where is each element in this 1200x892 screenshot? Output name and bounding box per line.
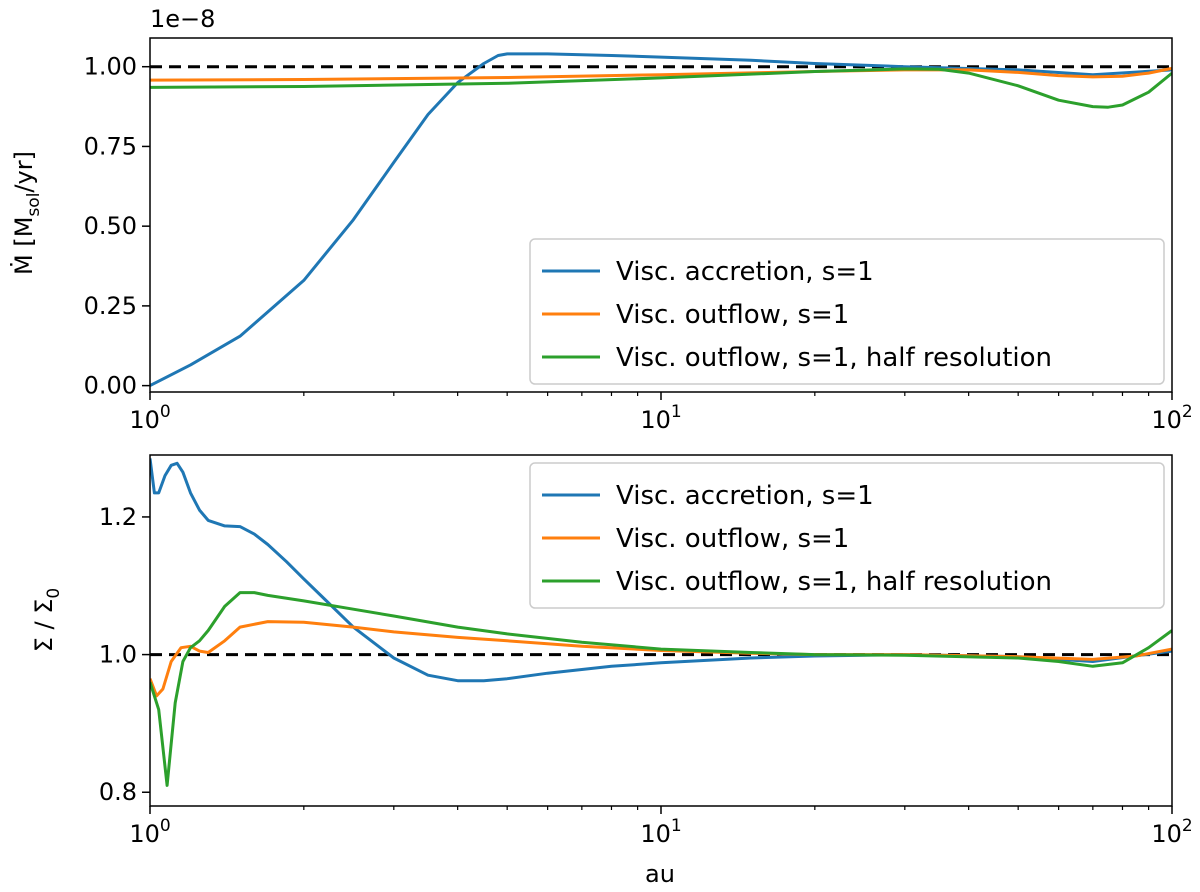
top-x-tick-exp: 0 [160,402,171,422]
bottom-x-tick-exp: 1 [671,816,682,836]
top-legend-label-3: Visc. outflow, s=1, half resolution [616,343,1052,373]
bottom-y-tick-label: 1.0 [99,641,137,669]
top-legend-box [529,238,1165,385]
top-y-tick-label: 0.50 [84,212,137,240]
top-y-axis-label: Ṁ [Msol/yr] [9,151,44,275]
top-x-tick-base: 10 [129,406,160,434]
bottom-legend-label-3: Visc. outflow, s=1, half resolution [616,567,1052,597]
top-panel: 1e−8 Ṁ [Msol/yr] 100 101 1020.000.250.500.… [9,5,1193,434]
bottom-x-tick-label: 102 [1151,816,1192,848]
bottom-legend-label-2: Visc. outflow, s=1 [616,524,849,554]
top-legend-label-2: Visc. outflow, s=1 [616,300,849,330]
bottom-x-tick-exp: 2 [1182,816,1193,836]
bottom-y-label-main: Σ / Σ [30,599,58,653]
top-x-tick-label: 101 [640,402,681,434]
top-y-tick-label: 1.00 [84,53,137,81]
top-y-tick-label: 0.75 [84,132,137,160]
top-x-tick-exp: 2 [1182,402,1193,422]
bottom-axes-frame [149,454,1173,807]
bottom-series-line-3 [150,591,1172,787]
bottom-x-tick-label: 101 [640,816,681,848]
top-axes-frame [149,37,1173,393]
top-offset-text: 1e−8 [150,5,215,33]
bottom-x-tick-base: 10 [1151,820,1182,848]
bottom-y-axis-label: Σ / Σ0 [30,588,64,653]
x-axis-label: au [645,860,675,888]
top-y-tick-label: 0.00 [84,372,137,400]
top-x-tick-label: 100 [129,402,170,434]
bottom-x-tick-exp: 0 [160,816,171,836]
bottom-y-tick-label: 1.2 [99,503,137,531]
top-series-line-1 [150,52,1172,387]
top-y-label-end: /yr] [10,151,38,193]
top-y-label-main: Ṁ [M [9,217,38,275]
top-x-tick-exp: 1 [671,402,682,422]
top-legend-label-1: Visc. accretion, s=1 [616,257,874,287]
bottom-y-tick-label: 0.8 [99,778,137,806]
top-series-line-2 [150,66,1172,82]
bottom-x-tick-label: 100 [129,816,170,848]
bottom-legend-label-1: Visc. accretion, s=1 [616,481,874,511]
top-legend: Visc. accretion, s=1 Visc. outflow, s=1 Vi… [529,238,1165,385]
top-y-tick-label: 0.25 [84,292,137,320]
bottom-x-tick-base: 10 [129,820,160,848]
top-x-tick-base: 10 [1151,406,1182,434]
top-y-label-sub: sol [24,193,44,217]
top-series-line-3 [150,67,1172,109]
bottom-legend-box [529,462,1165,609]
top-x-tick-label: 102 [1151,402,1192,434]
bottom-y-label-sub: 0 [44,588,64,599]
bottom-series-line-1 [150,458,1172,683]
bottom-legend: Visc. accretion, s=1 Visc. outflow, s=1 Vi… [529,462,1165,609]
bottom-x-tick-base: 10 [640,820,671,848]
top-x-tick-base: 10 [640,406,671,434]
